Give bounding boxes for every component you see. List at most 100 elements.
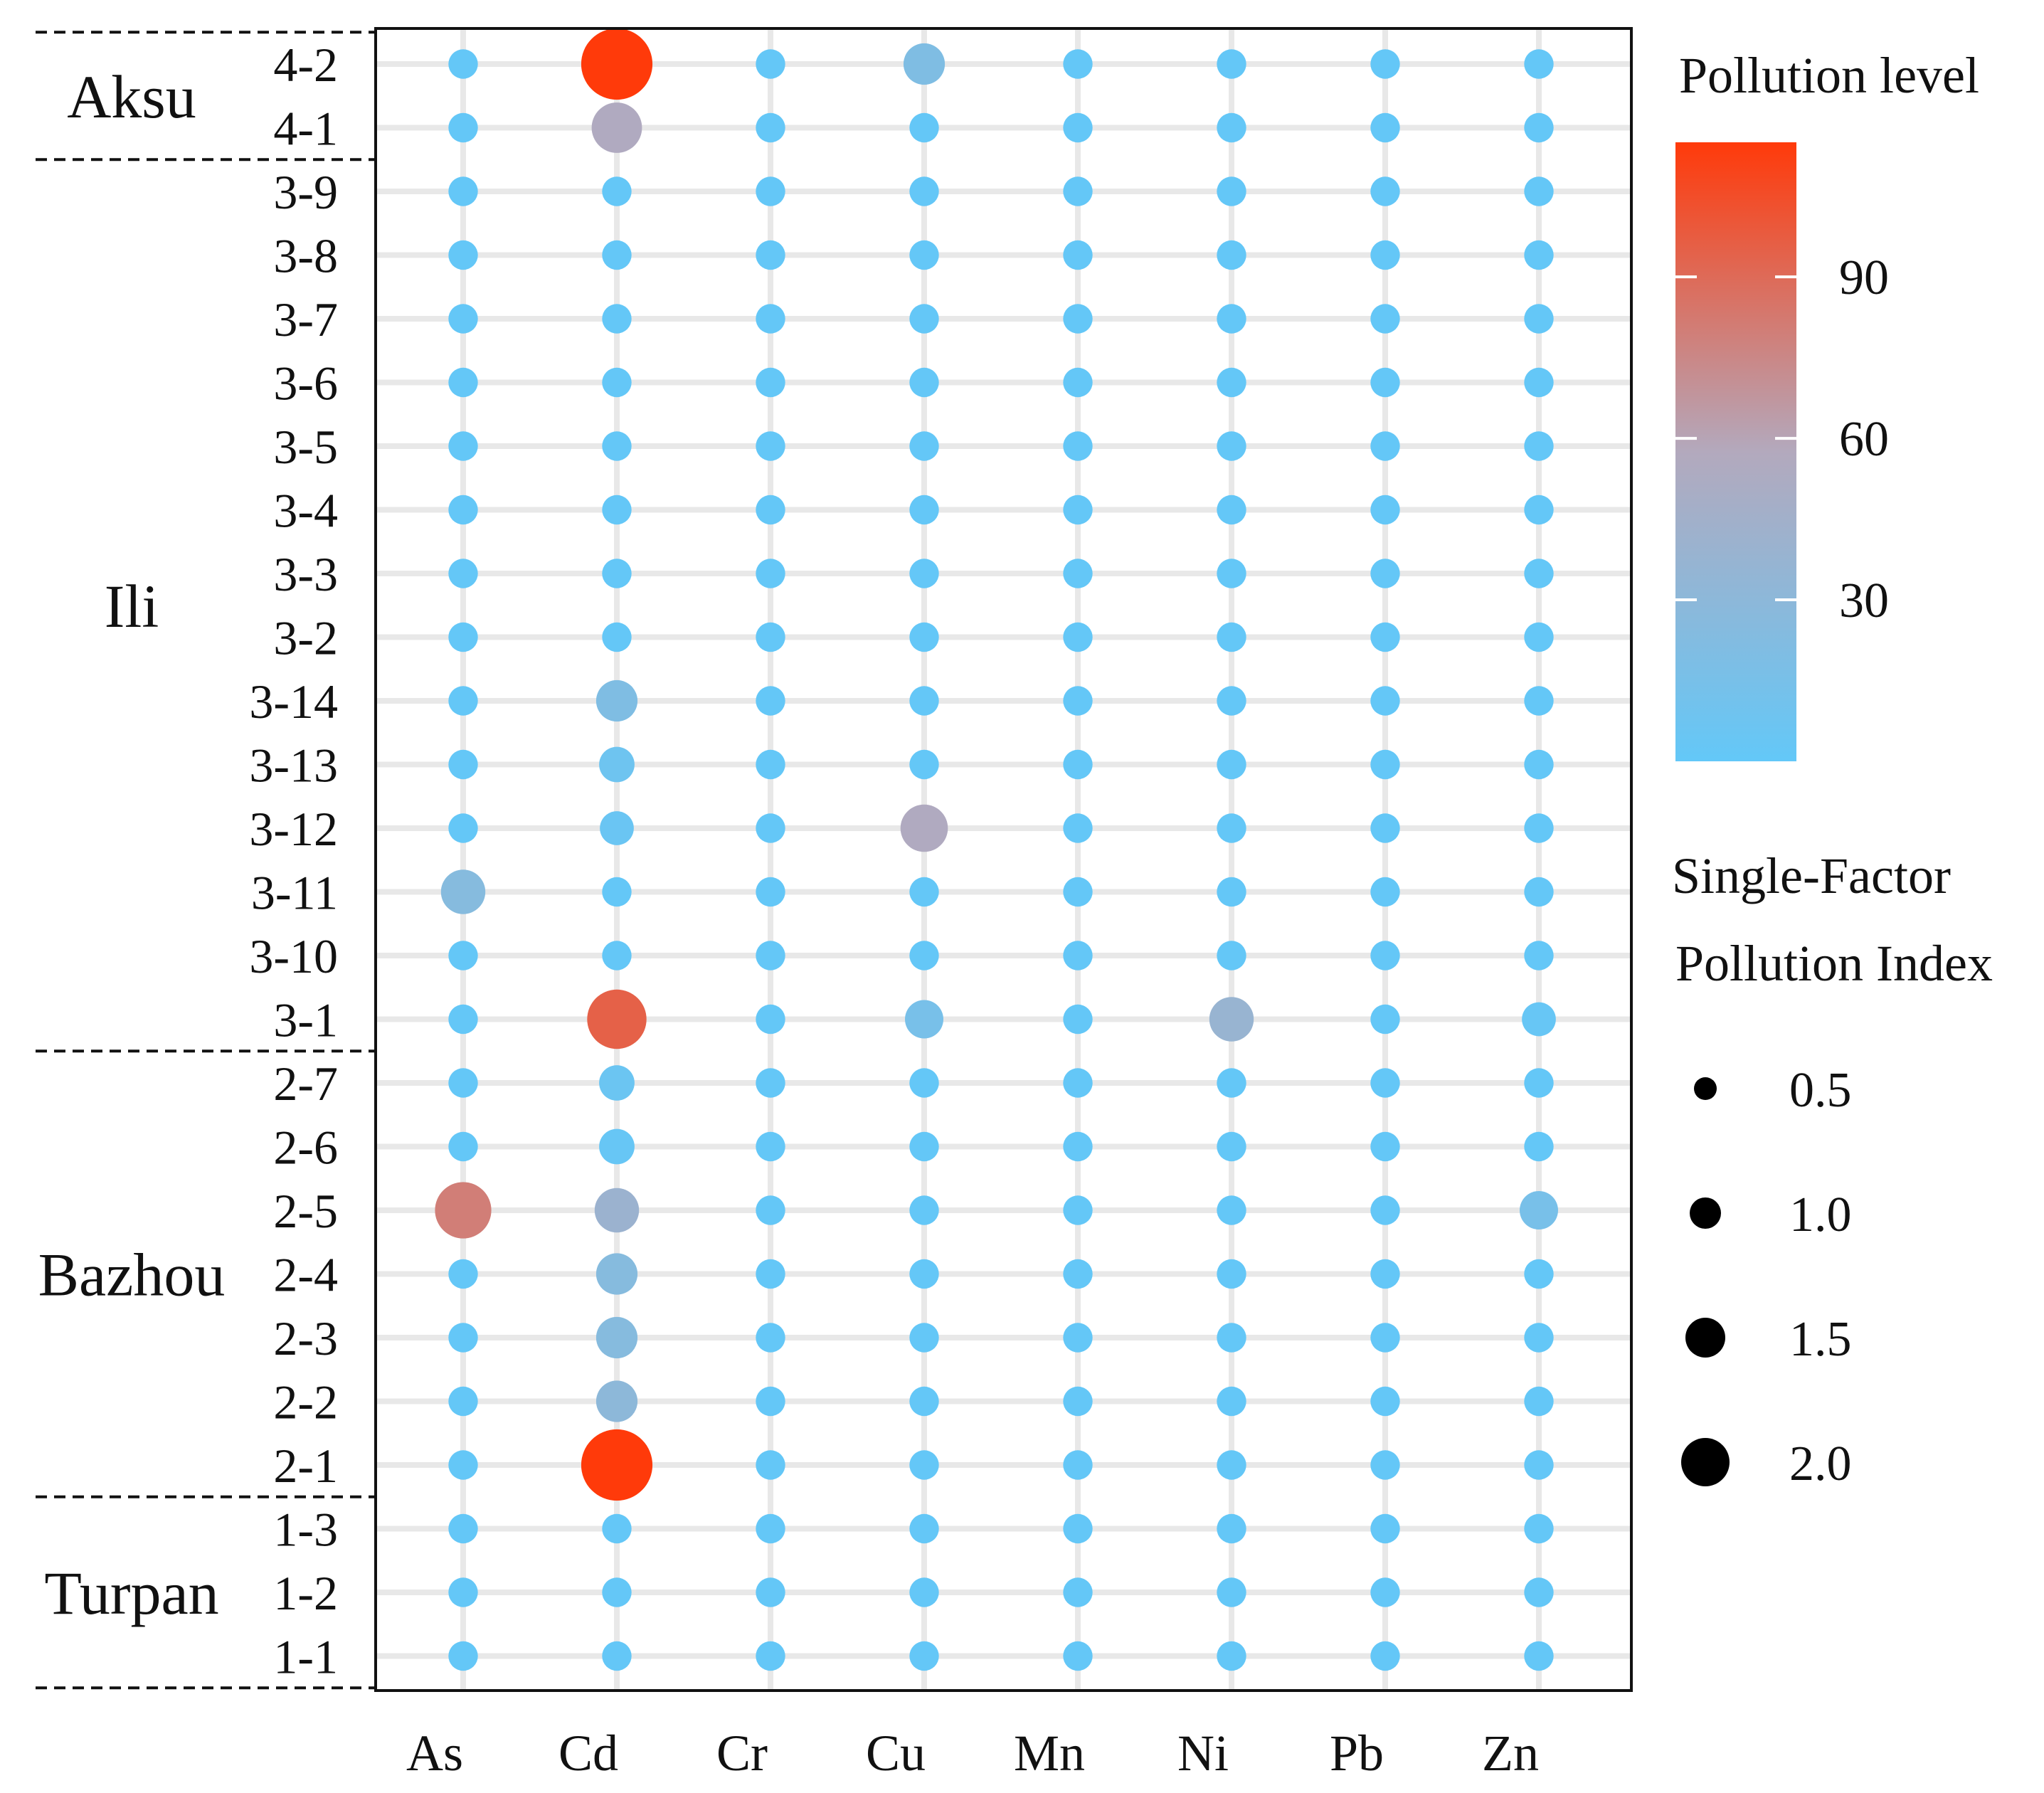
data-point-4-1-Pb	[1370, 112, 1400, 143]
data-point-3-13-Mn	[1063, 749, 1093, 780]
data-point-1-3-Mn	[1063, 1513, 1093, 1544]
data-point-3-12-Cd	[600, 811, 634, 845]
data-point-2-4-Cu	[909, 1259, 939, 1289]
colorbar-tick-label: 90	[1839, 250, 1889, 305]
data-point-3-2-Zn	[1524, 622, 1554, 652]
x-tick-label: Mn	[1014, 1725, 1085, 1782]
data-point-2-6-Cd	[599, 1128, 635, 1165]
data-point-2-2-Cu	[909, 1386, 939, 1417]
data-point-3-8-Zn	[1524, 240, 1554, 270]
size-legend-swatch	[1685, 1318, 1725, 1358]
data-point-3-6-Mn	[1063, 367, 1093, 398]
colorbar-tick-label: 30	[1839, 573, 1889, 628]
data-point-2-7-Cu	[909, 1068, 939, 1098]
axis-labels: 4-2 4-1 3-9 3-8 3-7 3-6 3-5 3-4 3-3 3-2 3-14 3-13 3-…	[38, 38, 1539, 1782]
y-tick-label: 3-1	[273, 993, 338, 1047]
data-point-3-7-As	[448, 304, 478, 334]
group-separators	[36, 31, 376, 1690]
data-point-3-3-Ni	[1217, 559, 1246, 588]
data-point-3-1-Cu	[905, 1000, 943, 1039]
legends: Pollution level 30 60 90 Single-Factor Pollut…	[1672, 47, 1993, 1491]
data-point-2-5-As	[435, 1182, 492, 1239]
data-point-2-1-Ni	[1217, 1450, 1246, 1480]
y-tick-label: 2-1	[273, 1439, 338, 1493]
data-point-3-7-Cd	[602, 304, 632, 334]
size-legend-label: 1.0	[1789, 1188, 1852, 1242]
data-point-3-10-Cr	[756, 941, 785, 970]
data-point-3-8-Cr	[756, 240, 785, 270]
x-tick-label: Pb	[1330, 1725, 1384, 1782]
data-point-4-2-Zn	[1524, 49, 1554, 79]
data-point-3-6-Pb	[1370, 367, 1400, 398]
size-legend-title-line2: Pollution Index	[1675, 935, 1993, 992]
data-point-1-2-Cu	[909, 1577, 939, 1607]
data-point-3-2-Cr	[756, 622, 785, 652]
data-point-3-7-Zn	[1524, 304, 1554, 334]
data-point-1-2-As	[448, 1577, 478, 1607]
data-point-3-3-Pb	[1370, 559, 1400, 588]
data-point-4-2-Pb	[1370, 49, 1400, 79]
y-tick-label: 2-2	[273, 1375, 338, 1429]
data-point-3-4-Zn	[1524, 494, 1554, 525]
data-point-2-4-Zn	[1524, 1259, 1554, 1289]
data-point-3-10-As	[448, 941, 478, 970]
data-point-2-5-Zn	[1520, 1191, 1558, 1229]
y-tick-label: 3-4	[273, 484, 338, 538]
data-point-2-6-Ni	[1217, 1131, 1246, 1162]
data-point-1-2-Ni	[1217, 1577, 1246, 1607]
data-point-3-12-Cr	[756, 813, 785, 843]
data-point-3-8-Cu	[909, 240, 939, 270]
group-label-bazhou: Bazhou	[38, 1241, 226, 1309]
data-point-2-3-Zn	[1524, 1323, 1554, 1353]
data-point-3-13-Pb	[1370, 749, 1400, 780]
data-point-4-1-As	[448, 112, 478, 143]
data-point-2-7-Mn	[1063, 1068, 1093, 1098]
data-point-3-8-Pb	[1370, 240, 1400, 270]
x-tick-label: Cd	[558, 1725, 618, 1782]
data-point-3-4-Pb	[1370, 494, 1400, 525]
data-point-3-11-Zn	[1524, 877, 1554, 907]
colorbar-tick-label: 60	[1839, 412, 1889, 467]
data-point-3-3-Zn	[1524, 559, 1554, 588]
data-point-3-10-Mn	[1063, 941, 1093, 970]
data-point-3-10-Zn	[1524, 941, 1554, 970]
data-point-3-11-As	[440, 869, 486, 914]
y-tick-label: 4-1	[273, 102, 338, 156]
grid-lines	[376, 28, 1631, 1691]
data-point-3-14-Ni	[1217, 686, 1246, 716]
data-point-3-9-Cd	[602, 176, 632, 206]
data-point-3-13-Zn	[1524, 749, 1554, 780]
group-label-aksu: Aksu	[67, 63, 196, 131]
data-point-1-3-Cu	[909, 1513, 939, 1544]
data-point-3-5-Cd	[602, 431, 632, 461]
data-point-2-2-Cr	[756, 1386, 785, 1417]
data-point-3-7-Pb	[1370, 304, 1400, 334]
data-point-3-14-Cd	[595, 679, 638, 722]
data-point-3-13-Ni	[1217, 749, 1246, 780]
data-point-3-14-Mn	[1063, 686, 1093, 716]
data-point-3-4-Mn	[1063, 494, 1093, 525]
data-point-2-6-Cu	[909, 1131, 939, 1162]
colorbar	[1675, 142, 1796, 761]
data-point-3-12-As	[448, 813, 478, 843]
data-point-2-4-Cd	[595, 1253, 638, 1295]
data-point-3-4-As	[448, 494, 478, 525]
data-point-2-6-As	[448, 1131, 478, 1162]
data-point-1-3-Zn	[1524, 1513, 1554, 1544]
data-point-3-5-As	[448, 431, 478, 461]
x-tick-label: As	[406, 1725, 463, 1782]
data-point-1-3-Ni	[1217, 1513, 1246, 1544]
y-tick-label: 1-3	[273, 1503, 338, 1557]
data-point-4-2-Cu	[903, 43, 946, 85]
plot-panel-border	[374, 27, 1633, 1692]
data-point-3-5-Zn	[1524, 431, 1554, 461]
data-point-4-2-Mn	[1063, 49, 1093, 79]
data-point-3-6-Cd	[602, 367, 632, 398]
y-tick-label: 2-3	[273, 1311, 338, 1365]
data-point-3-11-Ni	[1217, 877, 1246, 907]
data-point-2-4-Pb	[1370, 1259, 1400, 1289]
data-point-4-2-As	[448, 49, 478, 79]
data-point-2-2-Pb	[1370, 1386, 1400, 1417]
data-point-1-1-Cu	[909, 1641, 939, 1671]
data-point-3-3-Cd	[602, 559, 632, 588]
